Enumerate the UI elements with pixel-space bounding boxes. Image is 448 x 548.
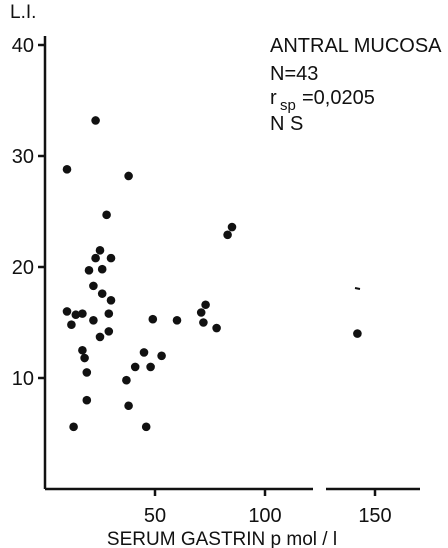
data-point bbox=[212, 323, 221, 333]
data-point bbox=[69, 422, 78, 432]
correlation-subscript: sp bbox=[280, 97, 296, 114]
data-point bbox=[91, 116, 100, 125]
data-point bbox=[71, 310, 81, 320]
y-tick-label: 10 bbox=[12, 368, 34, 390]
correlation-r-label: r bbox=[270, 87, 277, 109]
data-point bbox=[223, 230, 232, 240]
data-point bbox=[78, 345, 87, 355]
significance-label: N S bbox=[270, 113, 303, 135]
x-axis-label: SERUM GASTRIN p mol / l bbox=[107, 529, 337, 548]
data-point bbox=[84, 266, 94, 275]
chart-title: ANTRAL MUCOSA bbox=[270, 35, 442, 57]
data-point bbox=[97, 289, 107, 298]
data-point bbox=[124, 401, 133, 411]
data-point bbox=[106, 296, 116, 305]
data-point bbox=[82, 368, 92, 377]
data-point bbox=[353, 329, 362, 338]
data-point bbox=[80, 353, 89, 363]
x-tick-label: 100 bbox=[248, 505, 281, 527]
data-point bbox=[62, 307, 72, 316]
y-axis-label: L.I. bbox=[10, 2, 36, 23]
data-point bbox=[124, 171, 133, 181]
data-point bbox=[62, 165, 72, 174]
data-point bbox=[148, 314, 158, 324]
data-point bbox=[146, 362, 155, 372]
data-points bbox=[62, 116, 362, 432]
data-point bbox=[97, 264, 107, 274]
data-point bbox=[199, 318, 208, 327]
data-point bbox=[130, 362, 140, 372]
data-point bbox=[104, 327, 114, 336]
y-ticks: 10 20 30 40 bbox=[12, 35, 45, 390]
stray-mark bbox=[354, 287, 361, 290]
y-tick-label: 30 bbox=[12, 146, 34, 168]
x-tick-label: 50 bbox=[144, 505, 166, 527]
y-tick-label: 20 bbox=[12, 257, 34, 279]
y-axis: 10 20 30 40 bbox=[12, 35, 47, 489]
data-point bbox=[172, 315, 182, 325]
data-point bbox=[227, 222, 237, 232]
data-point bbox=[196, 308, 206, 317]
data-point bbox=[141, 422, 151, 432]
data-point bbox=[157, 351, 166, 361]
data-point bbox=[95, 246, 105, 255]
data-point bbox=[82, 395, 92, 405]
correlation-value-label: =0,0205 bbox=[302, 87, 375, 109]
y-tick-label: 40 bbox=[12, 35, 34, 57]
sample-size-label: N=43 bbox=[270, 63, 318, 85]
data-point bbox=[106, 253, 116, 263]
data-point bbox=[95, 332, 105, 342]
data-point bbox=[104, 309, 114, 318]
data-point bbox=[102, 210, 111, 220]
data-point bbox=[201, 300, 210, 310]
data-point bbox=[89, 281, 98, 291]
data-point bbox=[78, 309, 87, 318]
data-point bbox=[91, 253, 100, 263]
data-point bbox=[139, 348, 149, 357]
data-point bbox=[67, 320, 76, 330]
data-point bbox=[89, 315, 98, 325]
data-point bbox=[122, 375, 131, 385]
x-tick-label: 150 bbox=[358, 505, 391, 527]
